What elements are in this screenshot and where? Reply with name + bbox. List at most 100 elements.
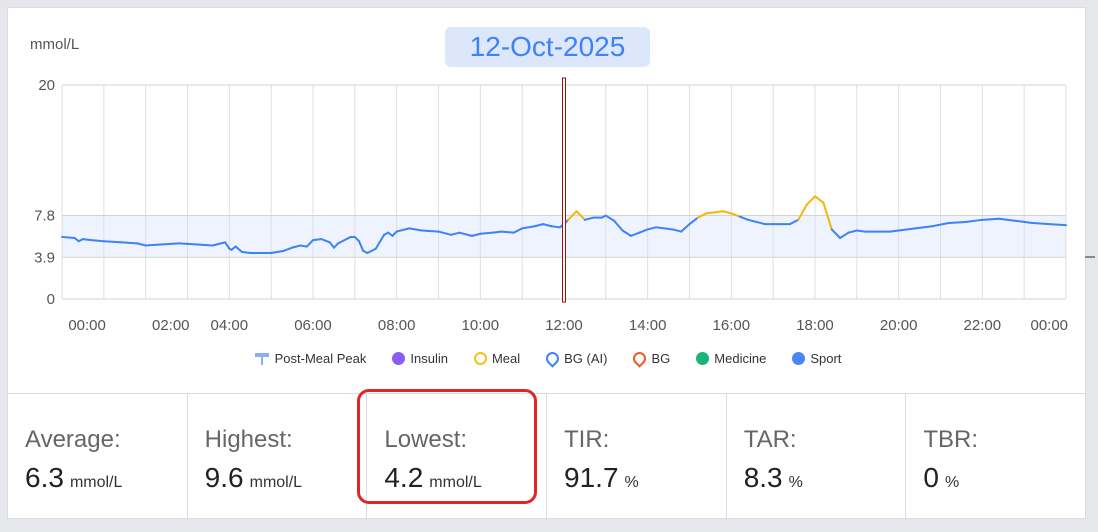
glucose-line-segment — [721, 210, 733, 215]
glucose-line-segment — [550, 225, 561, 229]
glucose-line-segment — [931, 222, 950, 228]
glucose-line-segment — [178, 242, 197, 246]
glucose-line-segment — [299, 244, 308, 248]
x-tick-label: 02:00 — [152, 317, 190, 334]
glucose-line-segment — [224, 241, 231, 250]
sport-icon — [792, 352, 806, 365]
glucose-line-chart: 20 7.8 3.9 0 00:00 02:00 04:00 06:00 08:00 10:00 1… — [34, 77, 1068, 334]
stat-tar: TAR: 8.3% — [727, 394, 907, 520]
legend-item-insulin[interactable]: Insulin — [392, 351, 448, 366]
glucose-line-segment — [897, 227, 917, 232]
stat-unit: mmol/L — [69, 474, 123, 491]
glucose-line-segment — [500, 230, 515, 234]
glucose-line-segment — [408, 227, 423, 232]
glucose-line-segment — [328, 241, 335, 249]
legend-item-sport[interactable]: Sport — [792, 351, 841, 366]
glucose-line-segment — [211, 242, 222, 247]
glucose-line-segment — [671, 228, 683, 233]
date-selector[interactable]: 12-Oct-2025 — [445, 27, 650, 67]
glucose-line-segment — [291, 244, 302, 249]
glucose-line-segment — [470, 232, 482, 237]
stat-value: 6.3 — [25, 462, 64, 493]
glucose-line-segment — [136, 242, 147, 247]
stat-average: Average: 6.3 mmol/L — [8, 394, 188, 520]
stat-label: Highest: — [204, 426, 293, 453]
time-cursor-line — [562, 77, 566, 303]
bg-icon — [630, 349, 650, 368]
glucose-line-segment — [814, 195, 825, 204]
legend-label: Post-Meal Peak — [274, 351, 367, 366]
glucose-line-segment — [312, 238, 323, 242]
glucose-line-segment — [646, 226, 658, 231]
glucose-line-segment — [738, 215, 750, 221]
stat-value: 9.6 — [204, 462, 244, 493]
legend-item-medicine[interactable]: Medicine — [696, 351, 766, 366]
chart-legend: Post-Meal Peak Insulin Meal BG (AI) BG M… — [8, 349, 1087, 368]
stat-label: Lowest: — [384, 426, 468, 453]
glucose-line-segment — [1048, 223, 1067, 227]
legend-item-meal[interactable]: Meal — [473, 351, 521, 366]
stat-lowest: Lowest: 4.2 mmol/L — [367, 394, 548, 520]
x-tick-label: 10:00 — [462, 317, 500, 334]
glucose-line-segment — [234, 245, 243, 253]
x-tick-label: 00:00 — [68, 317, 106, 334]
x-tick-label: 00:00 — [1030, 317, 1068, 334]
y-axis-unit-label: mmol/L — [30, 36, 80, 53]
glucose-line-segment — [240, 250, 252, 254]
glucose-line-segment — [583, 216, 595, 221]
glucose-line-segment — [621, 229, 632, 237]
legend-item-bg[interactable]: BG — [630, 349, 670, 368]
stat-value: 4.2 — [384, 462, 424, 493]
glucose-line-segment — [567, 210, 578, 221]
stat-value: 8.3 — [743, 462, 783, 493]
stat-unit: % — [944, 474, 960, 491]
glucose-line-segment — [747, 218, 758, 223]
glucose-line-segment — [366, 247, 377, 254]
glucose-line-segment — [655, 226, 666, 230]
legend-item-post-meal-peak[interactable]: Post-Meal Peak — [254, 351, 367, 366]
stat-tbr: TBR: 0% — [906, 394, 1085, 520]
glucose-line-segment — [521, 225, 536, 230]
meal-icon — [473, 352, 487, 365]
legend-label: BG (AI) — [564, 351, 608, 366]
glucose-line-segment — [575, 210, 586, 221]
glucose-line-segment — [696, 212, 708, 219]
glucose-line-segment — [730, 212, 741, 218]
glucose-line-segment — [1014, 219, 1034, 225]
glucose-line-segment — [450, 231, 461, 236]
glucose-line-segment — [788, 218, 800, 226]
x-tick-label: 08:00 — [378, 317, 416, 334]
bg-ai-icon — [543, 349, 562, 368]
glucose-line-segment — [964, 218, 984, 223]
stat-unit: % — [624, 474, 639, 491]
glucose-line-segment — [705, 211, 716, 215]
glucose-line-segment — [102, 240, 122, 244]
stat-label: TAR: — [743, 426, 797, 453]
legend-item-bg-ai[interactable]: BG (AI) — [543, 349, 608, 368]
y-tick-label: 20 — [38, 77, 55, 94]
glucose-line-segment — [629, 231, 641, 237]
stats-panel: Average: 6.3 mmol/L Highest: 9.6 mmol/L Lo… — [8, 393, 1085, 520]
legend-label: Meal — [491, 351, 521, 366]
glucose-line-segment — [981, 217, 1001, 221]
glucose-line-segment — [479, 231, 494, 235]
legend-label: Medicine — [714, 351, 767, 366]
stat-value: 0 — [923, 462, 939, 493]
glucose-line-segment — [533, 223, 545, 228]
edge-tick — [1085, 256, 1095, 258]
glucose-line-segment — [638, 228, 649, 234]
x-tick-label: 04:00 — [211, 317, 249, 334]
medicine-icon — [696, 352, 710, 365]
glucose-line-segment — [822, 201, 833, 231]
stat-value: 91.7 — [564, 462, 619, 493]
insulin-icon — [392, 352, 406, 365]
glucose-line-segment — [374, 233, 386, 250]
glucose-line-segment — [755, 220, 766, 226]
x-tick-label: 06:00 — [294, 317, 332, 334]
legend-label: Sport — [810, 351, 842, 366]
glucose-line-segment — [713, 210, 724, 214]
glucose-line-segment — [805, 195, 816, 206]
x-tick-label: 18:00 — [796, 317, 834, 334]
glucose-line-segment — [512, 227, 524, 234]
glucose-line-segment — [144, 243, 164, 247]
